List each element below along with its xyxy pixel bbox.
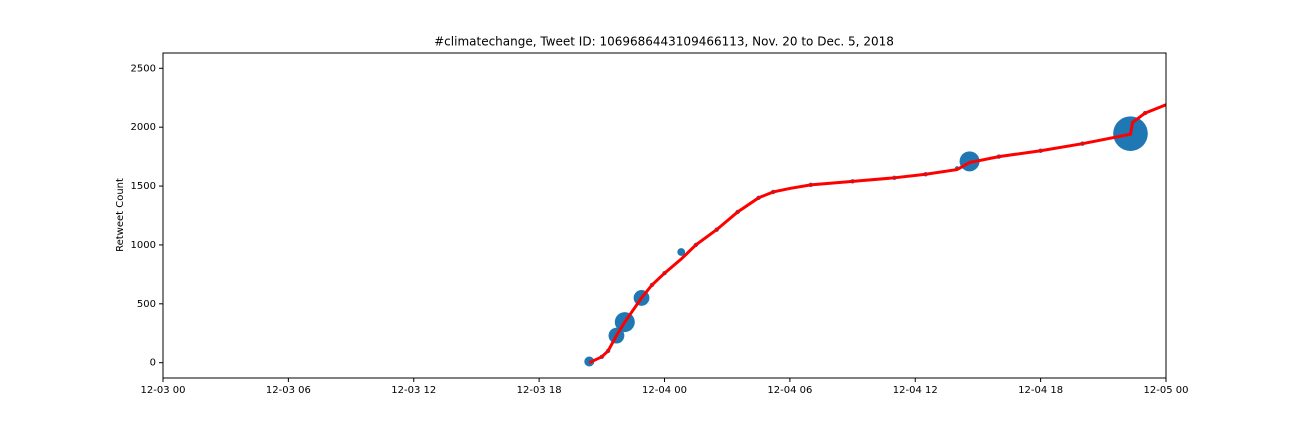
y-tick-label: 0 <box>150 358 156 369</box>
x-tick-label: 12-03 18 <box>517 385 562 396</box>
x-tick-label: 12-03 00 <box>141 385 186 396</box>
scatter-point <box>677 248 686 256</box>
y-tick-label: 500 <box>137 299 156 310</box>
x-tick-label: 12-04 06 <box>767 385 812 396</box>
line <box>588 103 1166 365</box>
y-tick-label: 1500 <box>131 181 156 192</box>
chart-title: #climatechange, Tweet ID: 10696864431094… <box>434 35 894 49</box>
x-tick-label: 12-03 06 <box>266 385 311 396</box>
x-tick-label: 12-04 18 <box>1018 385 1063 396</box>
y-tick-label: 1000 <box>131 240 156 251</box>
y-axis-label: Retweet Count <box>115 178 126 252</box>
x-tick-label: 12-04 12 <box>893 385 938 396</box>
x-tick-label: 12-03 12 <box>391 385 436 396</box>
y-tick-label: 2000 <box>131 122 156 133</box>
x-tick-label: 12-04 00 <box>642 385 687 396</box>
y-tick-label: 2500 <box>131 63 156 74</box>
x-tick-label: 12-05 00 <box>1144 385 1189 396</box>
plot-frame <box>162 52 1167 379</box>
